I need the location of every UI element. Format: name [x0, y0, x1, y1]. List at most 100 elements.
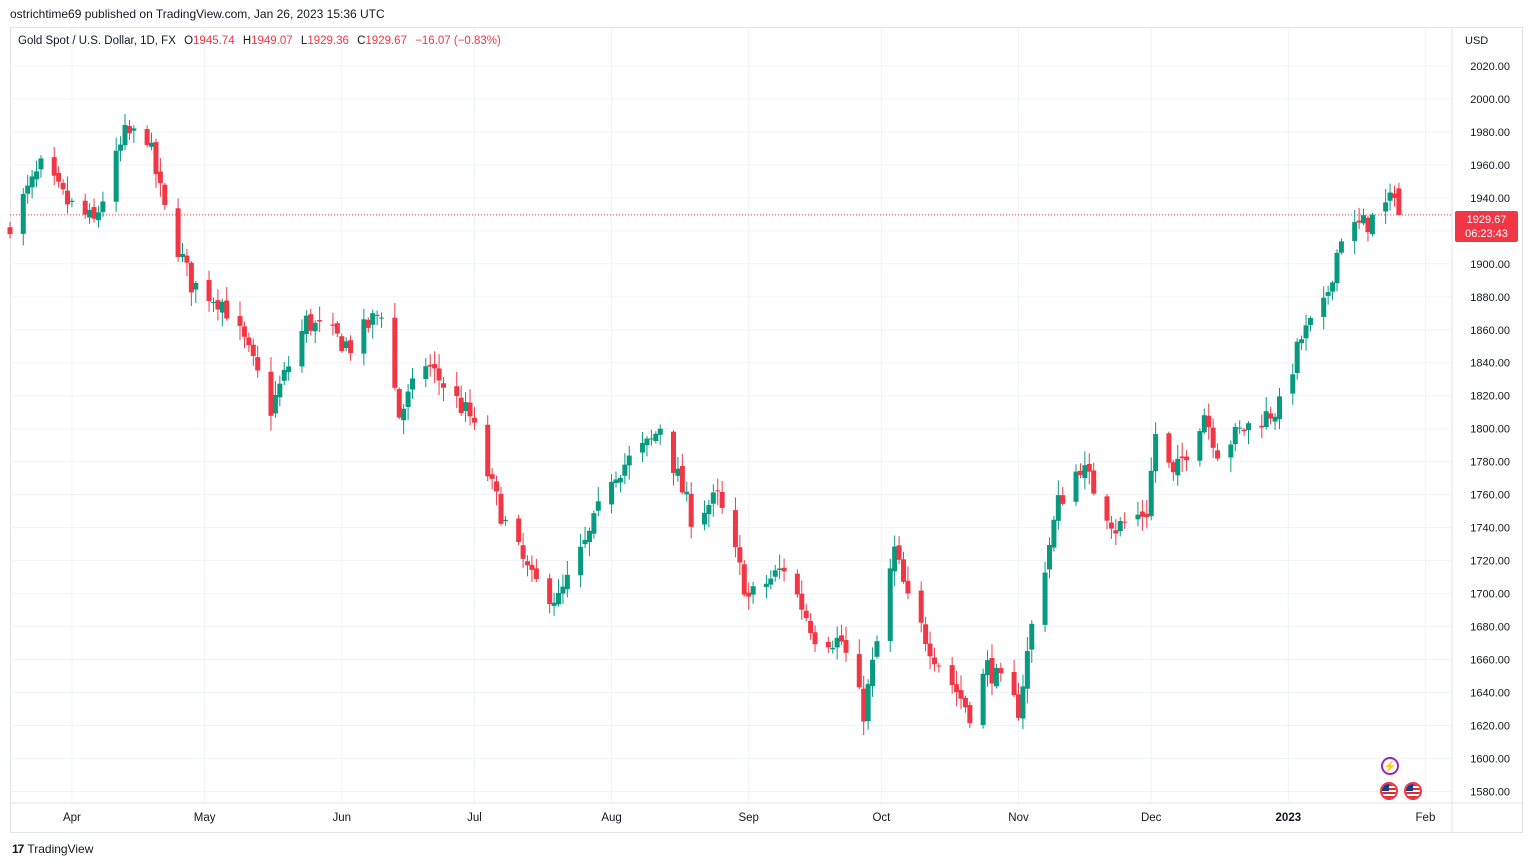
candle-body [498, 493, 504, 524]
candle-body [706, 504, 712, 515]
lightning-icon[interactable]: ⚡ [1381, 757, 1399, 775]
candle-body [1051, 519, 1057, 548]
candle-body [967, 705, 973, 724]
candle-body [1294, 341, 1300, 374]
legend-change: −16.07 (−0.83%) [415, 35, 501, 47]
candle-body [224, 300, 230, 319]
candle-body [1210, 427, 1216, 448]
candle-body [206, 279, 212, 302]
candle-body [1055, 495, 1061, 521]
candle-body [7, 227, 13, 235]
candle-body [1272, 416, 1278, 422]
candle-body [38, 158, 44, 170]
candle-body [494, 481, 500, 492]
candle-body [1170, 462, 1176, 473]
candle-body [113, 150, 119, 202]
candle-body [870, 659, 876, 687]
candle-body [1016, 694, 1022, 718]
candle-body [578, 546, 584, 576]
candle-body [653, 433, 659, 441]
candle-body [255, 357, 261, 371]
bar-countdown: 06:23:43 [1465, 228, 1508, 240]
candle-body [175, 208, 181, 258]
candle-body [1290, 374, 1296, 394]
legend-low-label: L [300, 35, 308, 47]
candle-body [874, 641, 880, 657]
candle-body [126, 126, 132, 134]
legend-close-value: 1929.67 [365, 35, 407, 47]
candle-body [856, 654, 862, 688]
candle-body [980, 673, 986, 726]
candle-body [401, 408, 407, 421]
candle-body [861, 688, 867, 722]
price-tick-label: 2000.00 [1470, 94, 1510, 106]
candle-body [1352, 222, 1358, 241]
candle-body [334, 323, 340, 334]
candle-body [423, 366, 429, 380]
candle-body [1241, 429, 1247, 432]
candle-body [1215, 450, 1221, 459]
tradingview-logo[interactable]: 17 TradingView [12, 842, 93, 856]
candle-body [613, 479, 619, 483]
candle-body [1024, 651, 1030, 689]
us-flag-icon[interactable] [1404, 782, 1422, 800]
candle-body [1338, 241, 1344, 253]
candle-body [330, 324, 336, 326]
tradingview-brand: TradingView [27, 842, 94, 856]
us-flag-icon[interactable] [1380, 782, 1398, 800]
candle-body [998, 668, 1004, 674]
candle-body [1232, 426, 1238, 445]
candle-body [750, 586, 756, 595]
candle-body [361, 319, 367, 354]
candle-body [1201, 415, 1207, 433]
price-tick-label: 1760.00 [1470, 490, 1510, 502]
candle-body [343, 341, 349, 349]
candle-body [131, 128, 137, 131]
candle-body [374, 314, 380, 316]
time-tick-label: Jun [332, 812, 351, 824]
candle-body [436, 368, 442, 381]
candle-body [737, 547, 743, 563]
candle-body [1153, 434, 1159, 472]
candle-body [1334, 252, 1340, 284]
candle-body [834, 637, 840, 648]
candle-body [985, 660, 991, 676]
candle-body [617, 477, 623, 483]
grid-layer [10, 28, 1452, 803]
candle-body [962, 697, 968, 708]
candle-body [1117, 521, 1123, 532]
candle-body [905, 580, 911, 594]
candle-body [87, 209, 93, 218]
candle-body [1086, 464, 1092, 472]
candle-body [1135, 514, 1141, 520]
last-price-value: 1929.67 [1466, 214, 1507, 226]
time-tick-label: Apr [63, 812, 81, 824]
price-tick-label: 1880.00 [1470, 292, 1510, 304]
candle-body [1148, 470, 1154, 517]
candle-layer [7, 114, 1402, 735]
candle-body [648, 438, 654, 440]
candle-body [463, 402, 469, 412]
candle-body [184, 255, 190, 263]
candle-body [564, 574, 570, 590]
time-tick-label: Oct [872, 812, 891, 824]
candle-body [644, 438, 650, 446]
candle-body [595, 501, 601, 511]
candle-body [215, 300, 221, 310]
candle-body [210, 301, 216, 303]
candle-body [715, 490, 721, 492]
candle-body [989, 657, 995, 684]
price-tick-label: 1820.00 [1470, 391, 1510, 403]
candle-body [803, 610, 809, 619]
publisher-line: ostrichtime69 published on TradingView.c… [10, 7, 385, 21]
candle-body [1139, 511, 1145, 517]
candle-body [1020, 686, 1026, 719]
candle-body [471, 417, 477, 423]
time-tick-label: Aug [601, 812, 621, 824]
candle-body [1259, 425, 1265, 428]
price-tick-label: 1600.00 [1470, 753, 1510, 765]
price-tick-label: 1860.00 [1470, 325, 1510, 337]
candle-body [768, 578, 774, 585]
legend-symbol: Gold Spot / U.S. Dollar, 1D, FX [18, 35, 176, 47]
